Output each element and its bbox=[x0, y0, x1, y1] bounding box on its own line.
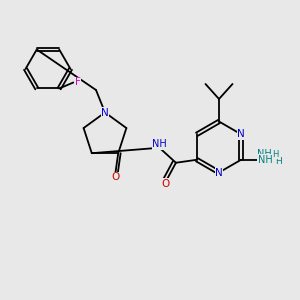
Text: NH: NH bbox=[257, 149, 272, 159]
Text: O: O bbox=[161, 179, 169, 189]
Text: N: N bbox=[101, 107, 109, 118]
Text: N: N bbox=[215, 167, 223, 178]
Text: N: N bbox=[237, 129, 245, 139]
Text: H: H bbox=[275, 157, 282, 166]
Text: H: H bbox=[272, 150, 278, 159]
Text: NH: NH bbox=[258, 155, 272, 165]
Text: NH: NH bbox=[152, 139, 167, 149]
Text: F: F bbox=[75, 77, 81, 88]
Text: O: O bbox=[111, 172, 119, 182]
